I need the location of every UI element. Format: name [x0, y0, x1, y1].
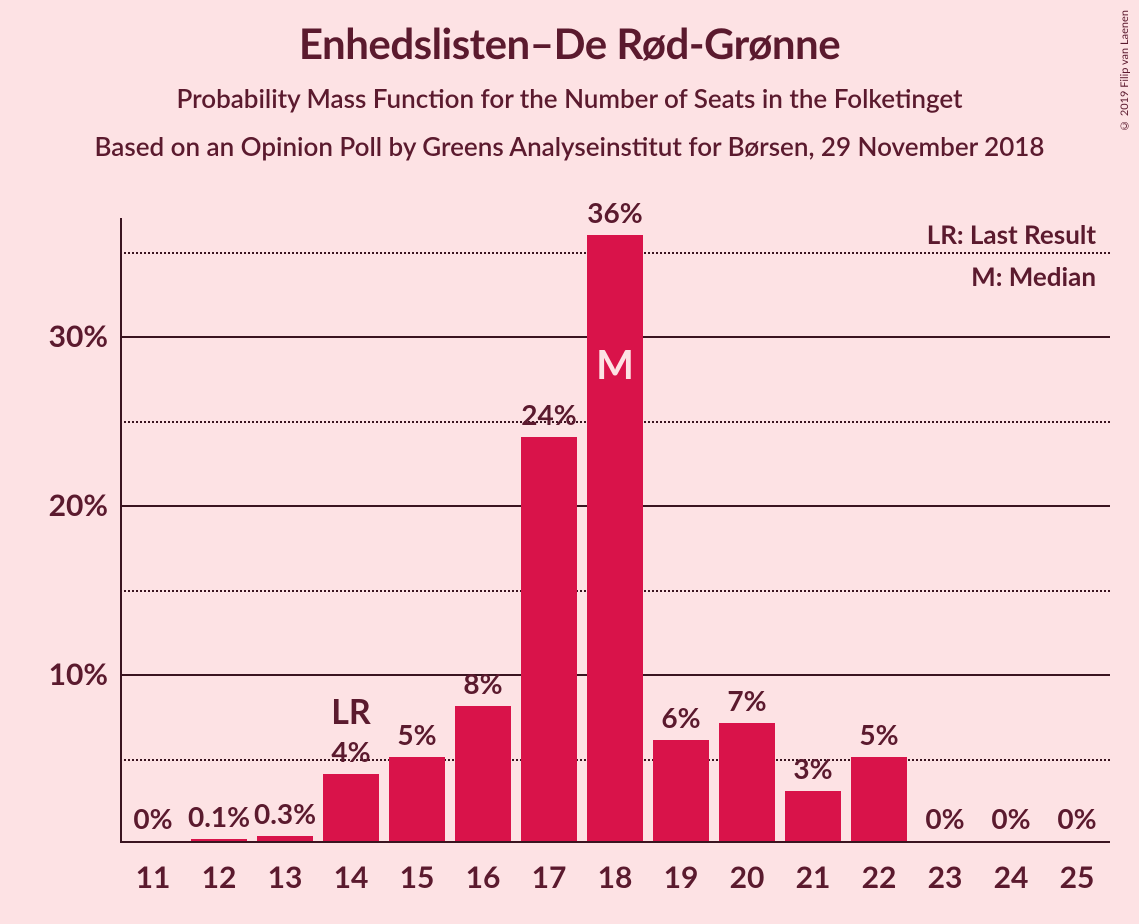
x-tick-label: 20	[714, 859, 780, 895]
chart-subtitle: Probability Mass Function for the Number…	[0, 82, 1139, 114]
x-tick-label: 22	[846, 859, 912, 895]
bar-slot: 0%	[120, 218, 186, 841]
bar-slot: 24%	[516, 218, 582, 841]
bar: 6%	[653, 740, 710, 841]
bar: 5%	[851, 757, 908, 841]
bar-value-label: 4%	[331, 734, 370, 768]
bar-slot: 0.3%	[252, 218, 318, 841]
bar-value-label: 0%	[925, 801, 964, 835]
bar-value-label: 0.3%	[254, 796, 316, 830]
x-tick-label: 19	[648, 859, 714, 895]
y-tick-label: 20%	[49, 487, 108, 523]
x-tick-label: 25	[1044, 859, 1110, 895]
bar-value-label: 0%	[991, 801, 1030, 835]
bar-slot: 5%	[384, 218, 450, 841]
bar-value-label: 36%	[587, 195, 642, 229]
bar-slot: 0%	[912, 218, 978, 841]
bar-slot: 6%	[648, 218, 714, 841]
bar: 24%	[521, 437, 578, 841]
bar-slot: 5%	[846, 218, 912, 841]
chart-header: Enhedslisten–De Rød-Grønne Probability M…	[0, 18, 1139, 162]
bar-slot: 7%	[714, 218, 780, 841]
x-tick-label: 24	[978, 859, 1044, 895]
bar-slot: 8%	[450, 218, 516, 841]
bar-slot: 0.1%	[186, 218, 252, 841]
bar-value-label: 8%	[463, 666, 502, 700]
bar: 0.3%	[257, 836, 314, 841]
bar: 8%	[455, 706, 512, 841]
lr-marker: LR	[331, 691, 371, 732]
bar: 7%	[719, 723, 776, 841]
bar: 3%	[785, 791, 842, 842]
bar-value-label: 24%	[521, 397, 576, 431]
x-tick-label: 12	[186, 859, 252, 895]
bar-value-label: 0%	[133, 801, 172, 835]
y-tick-label: 10%	[49, 656, 108, 692]
x-tick-label: 15	[384, 859, 450, 895]
x-tick-label: 11	[120, 859, 186, 895]
bar-value-label: 5%	[859, 717, 898, 751]
x-axis	[120, 841, 1110, 843]
bar: 0.1%	[191, 839, 248, 841]
x-tick-label: 23	[912, 859, 978, 895]
x-tick-label: 21	[780, 859, 846, 895]
bar-value-label: 5%	[397, 717, 436, 751]
x-tick-label: 17	[516, 859, 582, 895]
x-tick-label: 18	[582, 859, 648, 895]
chart-plot-area: LR: Last Result M: Median 10%20%30% 0%0.…	[120, 218, 1110, 843]
x-axis-labels: 111213141516171819202122232425	[120, 859, 1110, 895]
median-marker: M	[596, 340, 634, 388]
x-tick-label: 14	[318, 859, 384, 895]
bar-value-label: 0%	[1057, 801, 1096, 835]
x-tick-label: 16	[450, 859, 516, 895]
bar: 36%M	[587, 235, 644, 841]
bar-slot: 0%	[1044, 218, 1110, 841]
bar-slot: 4%LR	[318, 218, 384, 841]
bar-slot: 0%	[978, 218, 1044, 841]
x-tick-label: 13	[252, 859, 318, 895]
bar-value-label: 7%	[727, 683, 766, 717]
y-tick-label: 30%	[49, 318, 108, 354]
chart-subtitle2: Based on an Opinion Poll by Greens Analy…	[0, 130, 1139, 162]
bar-slot: 3%	[780, 218, 846, 841]
bar-value-label: 3%	[793, 751, 832, 785]
bar: 4%LR	[323, 774, 380, 841]
bars-container: 0%0.1%0.3%4%LR5%8%24%36%M6%7%3%5%0%0%0%	[120, 218, 1110, 841]
bar: 5%	[389, 757, 446, 841]
copyright-text: © 2019 Filip van Laenen	[1118, 10, 1131, 132]
bar-slot: 36%M	[582, 218, 648, 841]
bar-value-label: 6%	[661, 700, 700, 734]
bar-value-label: 0.1%	[188, 799, 250, 833]
chart-title: Enhedslisten–De Rød-Grønne	[0, 18, 1139, 68]
